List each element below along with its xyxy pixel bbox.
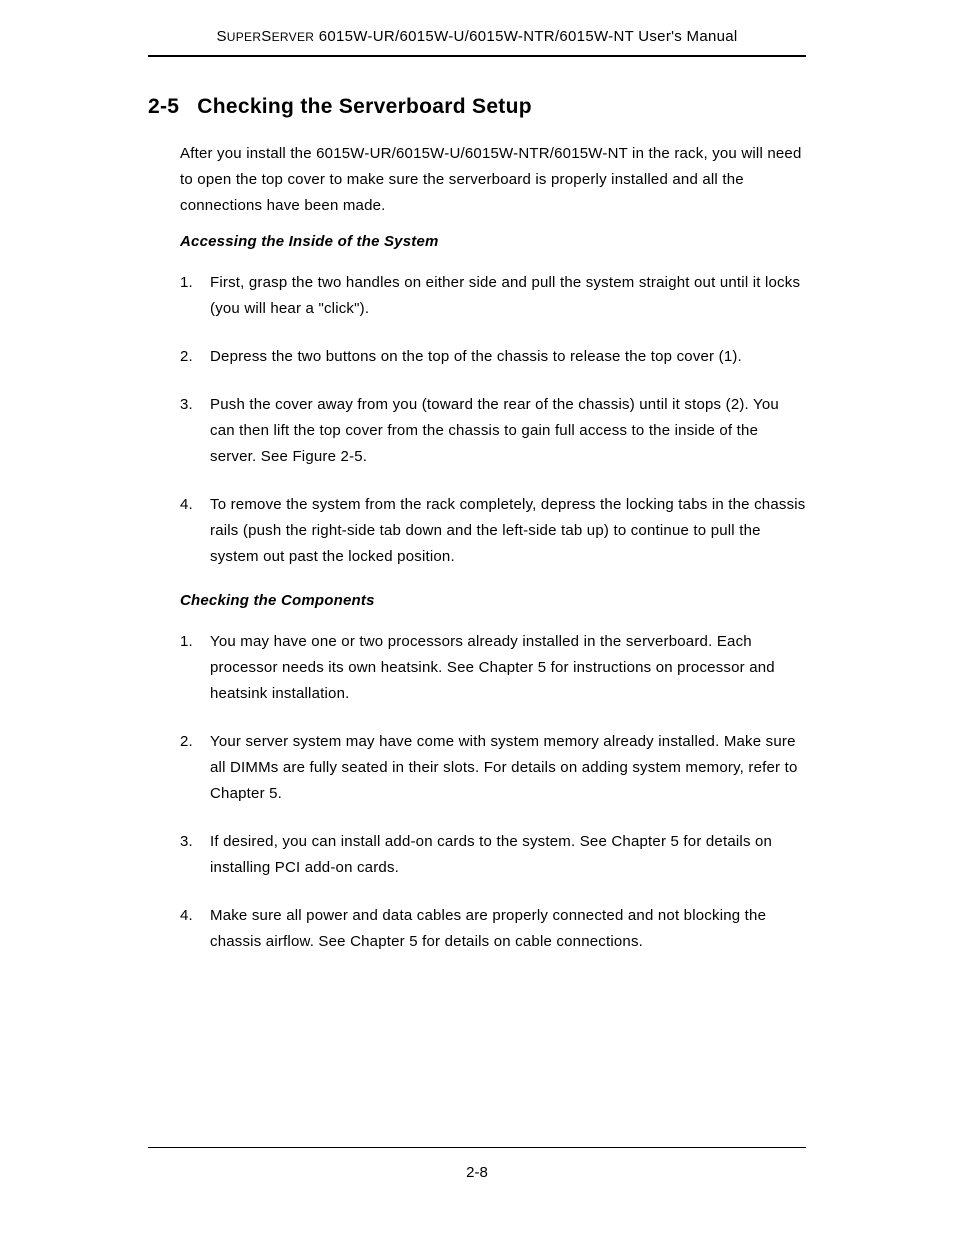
list-number: 4.	[180, 492, 210, 570]
page-container: SUPERSERVER 6015W-UR/6015W-U/6015W-NTR/6…	[0, 0, 954, 955]
intro-paragraph: After you install the 6015W-UR/6015W-U/6…	[180, 141, 806, 219]
subsection-title-2: Checking the Components	[180, 592, 806, 609]
page-number: 2-8	[466, 1164, 488, 1181]
ordered-list-1: 1. First, grasp the two handles on eithe…	[180, 270, 806, 570]
list-item: 4. To remove the system from the rack co…	[180, 492, 806, 570]
list-number: 3.	[180, 392, 210, 470]
list-item: 2. Depress the two buttons on the top of…	[180, 344, 806, 370]
list-text: First, grasp the two handles on either s…	[210, 270, 806, 322]
header-text-part3: S	[261, 28, 271, 45]
page-header: SUPERSERVER 6015W-UR/6015W-U/6015W-NTR/6…	[148, 28, 806, 57]
list-number: 1.	[180, 629, 210, 707]
section-title: 2-5 Checking the Serverboard Setup	[148, 95, 806, 119]
list-text: You may have one or two processors alrea…	[210, 629, 806, 707]
header-text-part1: S	[216, 28, 226, 45]
list-number: 4.	[180, 903, 210, 955]
list-text: To remove the system from the rack compl…	[210, 492, 806, 570]
list-text: Push the cover away from you (toward the…	[210, 392, 806, 470]
list-number: 2.	[180, 729, 210, 807]
list-number: 1.	[180, 270, 210, 322]
list-item: 4. Make sure all power and data cables a…	[180, 903, 806, 955]
subsection-title-1: Accessing the Inside of the System	[180, 233, 806, 250]
header-text-part2: UPER	[227, 30, 262, 44]
page-footer: 2-8	[148, 1147, 806, 1181]
list-item: 2. Your server system may have come with…	[180, 729, 806, 807]
list-item: 3. Push the cover away from you (toward …	[180, 392, 806, 470]
list-text: Make sure all power and data cables are …	[210, 903, 806, 955]
list-item: 3. If desired, you can install add-on ca…	[180, 829, 806, 881]
header-text-part4: ERVER	[272, 30, 315, 44]
section-title-text: Checking the Serverboard Setup	[197, 95, 532, 118]
header-text-part5: 6015W-UR/6015W-U/6015W-NTR/6015W-NT User…	[314, 28, 737, 45]
list-item: 1. You may have one or two processors al…	[180, 629, 806, 707]
list-item: 1. First, grasp the two handles on eithe…	[180, 270, 806, 322]
list-number: 3.	[180, 829, 210, 881]
list-text: Your server system may have come with sy…	[210, 729, 806, 807]
ordered-list-2: 1. You may have one or two processors al…	[180, 629, 806, 955]
list-number: 2.	[180, 344, 210, 370]
section-number: 2-5	[148, 95, 179, 118]
list-text: If desired, you can install add-on cards…	[210, 829, 806, 881]
list-text: Depress the two buttons on the top of th…	[210, 344, 806, 370]
